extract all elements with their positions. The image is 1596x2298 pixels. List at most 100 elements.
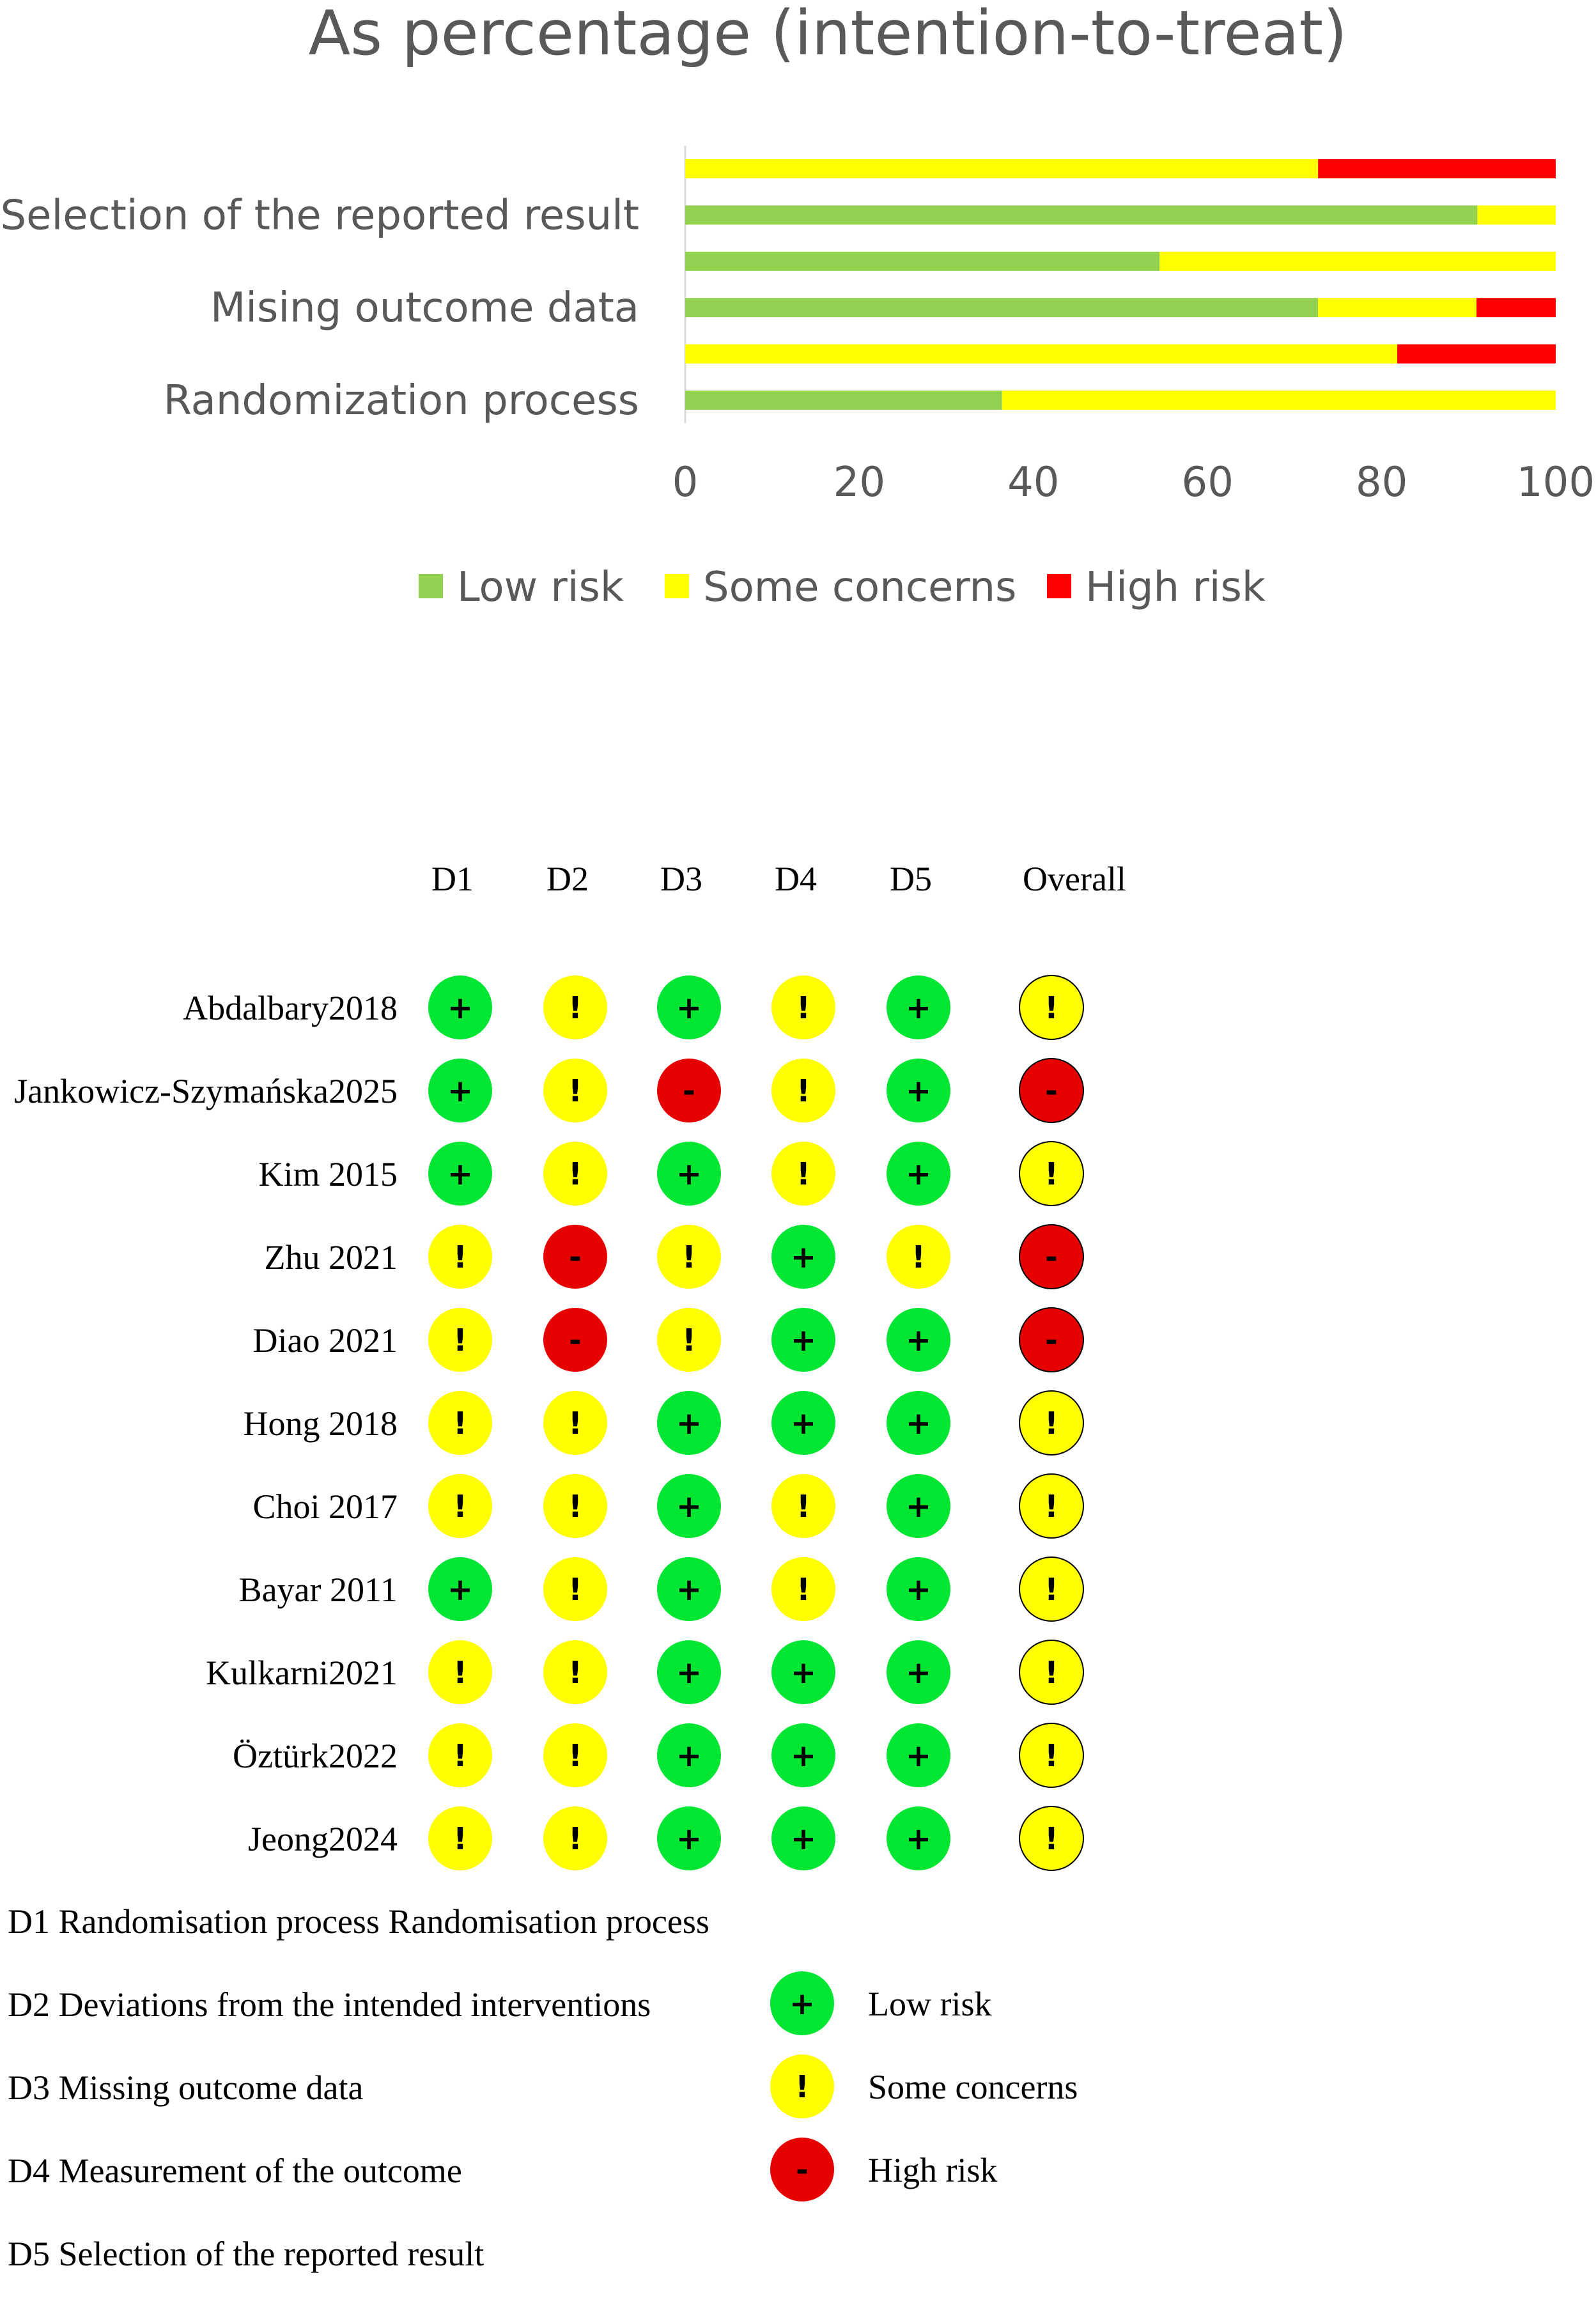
judgement-dot-kim-2015-d2 <box>543 1142 607 1206</box>
judgement-symbol-abdalbary2018-d5: + <box>906 990 931 1026</box>
domain-key-d1: D1 Randomisation process Randomisation p… <box>8 1902 709 1941</box>
bar-low-risk-5 <box>685 391 1002 410</box>
judgement-symbol-hong-2018-d5: + <box>906 1406 931 1441</box>
study-label-zhu-2021: Zhu 2021 <box>265 1238 398 1277</box>
bar-some-concerns-5 <box>1002 391 1556 410</box>
judgement-dot-o-ztu-rk2022-d5 <box>887 1723 950 1787</box>
judgement-dot-abdalbary2018-d5 <box>887 975 950 1039</box>
x-tick-label-20: 20 <box>833 459 885 506</box>
domain-key-d3: D3 Missing outcome data <box>8 2069 363 2107</box>
judgement-dot-abdalbary2018-d4 <box>771 975 835 1039</box>
x-tick-label-100: 100 <box>1517 459 1595 506</box>
legend-label-high-risk: High risk <box>1085 564 1266 611</box>
judgement-symbol-jeong2024-d5: + <box>906 1821 931 1857</box>
judgement-dot-abdalbary2018-d3 <box>657 975 721 1039</box>
judgement-dot-choi-2017-d3 <box>657 1474 721 1538</box>
judgement-dot-zhu-2021-d3 <box>657 1225 721 1289</box>
bar-low-risk-3 <box>685 298 1319 318</box>
key-dot-some-concerns <box>770 2054 834 2118</box>
judgement-symbol-bayar-2011-overall: ! <box>1044 1572 1058 1608</box>
key-label-low-risk: Low risk <box>868 1985 991 2023</box>
judgement-dot-hong-2018-overall <box>1019 1390 1084 1456</box>
judgement-dot-kim-2015-d1 <box>428 1142 492 1206</box>
key-dot-low-risk <box>770 1971 834 2035</box>
x-tick-label-60: 60 <box>1181 459 1233 506</box>
judgement-symbol-hong-2018-d3: + <box>676 1406 702 1441</box>
judgement-symbol-kulkarni2021-d4: + <box>791 1655 816 1691</box>
judgement-symbol-choi-2017-d5: + <box>906 1489 931 1525</box>
judgement-dot-jeong2024-d4 <box>771 1806 835 1870</box>
study-label-kulkarni2021: Kulkarni2021 <box>206 1654 398 1692</box>
bar-some-concerns-3 <box>1318 298 1477 318</box>
judgement-symbol-diao-2021-d2: - <box>569 1323 582 1358</box>
legend-swatch-some-concerns <box>665 574 689 598</box>
judgement-dot-zhu-2021-overall <box>1019 1224 1084 1289</box>
judgement-dot-diao-2021-d1 <box>428 1308 492 1372</box>
judgement-dot-jankowicz-szyman-ska2025-d3 <box>657 1059 721 1122</box>
judgement-dot-jeong2024-d5 <box>887 1806 950 1870</box>
judgement-dot-jankowicz-szyman-ska2025-d4 <box>771 1059 835 1122</box>
judgement-dot-kulkarni2021-d3 <box>657 1640 721 1704</box>
judgement-symbol-diao-2021-d1: ! <box>453 1323 467 1358</box>
legend-swatch-low-risk <box>419 574 443 598</box>
judgement-symbol-zhu-2021-d3: ! <box>682 1239 696 1275</box>
judgement-dot-abdalbary2018-overall <box>1019 975 1084 1040</box>
judgement-dot-o-ztu-rk2022-d2 <box>543 1723 607 1787</box>
judgement-dot-choi-2017-overall <box>1019 1473 1084 1539</box>
judgement-dot-zhu-2021-d5 <box>887 1225 950 1289</box>
column-header-d4: D4 <box>775 860 817 898</box>
bar-legend: Low risk Some concerns High risk <box>419 564 1266 611</box>
judgement-symbol-o-ztu-rk2022-d4: + <box>791 1738 816 1774</box>
judgement-symbol-hong-2018-d2: ! <box>568 1406 582 1441</box>
category-label-selection-of-the-reported-result: Selection of the reported result <box>0 192 639 239</box>
key-label-high-risk: High risk <box>868 2151 998 2189</box>
judgement-symbol-abdalbary2018-d1: + <box>447 990 473 1026</box>
bar-low-risk-2 <box>685 251 1160 271</box>
judgement-symbol-zhu-2021-overall: - <box>1045 1239 1058 1275</box>
judgement-symbol-zhu-2021-d1: ! <box>453 1239 467 1275</box>
x-tick-label-80: 80 <box>1356 459 1407 506</box>
judgement-symbol-abdalbary2018-d4: ! <box>796 990 810 1026</box>
study-label-choi-2017: Choi 2017 <box>252 1487 398 1526</box>
domain-key-d5: D5 Selection of the reported result <box>8 2235 484 2273</box>
judgement-symbol-bayar-2011-d3: + <box>676 1572 702 1608</box>
judgement-dot-o-ztu-rk2022-d1 <box>428 1723 492 1787</box>
legend-label-some-concerns: Some concerns <box>703 564 1016 611</box>
judgement-dot-zhu-2021-d1 <box>428 1225 492 1289</box>
judgement-dot-diao-2021-d2 <box>543 1308 607 1372</box>
judgement-dot-bayar-2011-d1 <box>428 1557 492 1621</box>
bar-some-concerns-1 <box>1477 205 1556 225</box>
bar-high-risk-4 <box>1397 344 1556 364</box>
judgement-dot-jankowicz-szyman-ska2025-d1 <box>428 1059 492 1122</box>
bar-high-risk-0 <box>1318 159 1556 178</box>
judgement-dot-o-ztu-rk2022-d3 <box>657 1723 721 1787</box>
key-symbol-some-concerns: ! <box>795 2069 809 2105</box>
judgement-dot-jeong2024-overall <box>1019 1806 1084 1871</box>
judgement-symbol-kulkarni2021-d1: ! <box>453 1655 467 1691</box>
domain-key-d2: D2 Deviations from the intended interven… <box>8 1985 651 2024</box>
judgement-dot-jeong2024-d1 <box>428 1806 492 1870</box>
judgement-symbol-kim-2015-d3: + <box>676 1156 702 1192</box>
judgement-dot-bayar-2011-d3 <box>657 1557 721 1621</box>
judgement-symbol-kim-2015-overall: ! <box>1044 1156 1058 1192</box>
judgement-symbol-kulkarni2021-d2: ! <box>568 1655 582 1691</box>
judgement-symbol-abdalbary2018-d2: ! <box>568 990 582 1026</box>
x-tick-label-40: 40 <box>1007 459 1059 506</box>
judgement-dot-kulkarni2021-d1 <box>428 1640 492 1704</box>
judgement-symbol-o-ztu-rk2022-d5: + <box>906 1738 931 1774</box>
study-label-kim-2015: Kim 2015 <box>258 1155 398 1193</box>
judgement-dot-jankowicz-szyman-ska2025-overall <box>1019 1058 1084 1123</box>
category-label-mising-outcome-data: Mising outcome data <box>210 284 639 332</box>
judgement-symbol-choi-2017-d1: ! <box>453 1489 467 1525</box>
key-label-some-concerns: Some concerns <box>868 2068 1078 2106</box>
judgement-dot-hong-2018-d3 <box>657 1391 721 1455</box>
judgement-dot-choi-2017-d2 <box>543 1474 607 1538</box>
legend-swatch-high-risk <box>1047 574 1071 598</box>
judgement-symbol-jeong2024-overall: ! <box>1044 1821 1058 1857</box>
judgement-symbol-zhu-2021-d2: - <box>569 1239 582 1275</box>
column-header-d2: D2 <box>546 860 589 898</box>
legend-label-low-risk: Low risk <box>457 564 624 611</box>
study-label-o-ztu-rk2022: Öztürk2022 <box>233 1737 398 1775</box>
judgement-dot-jankowicz-szyman-ska2025-d2 <box>543 1059 607 1122</box>
